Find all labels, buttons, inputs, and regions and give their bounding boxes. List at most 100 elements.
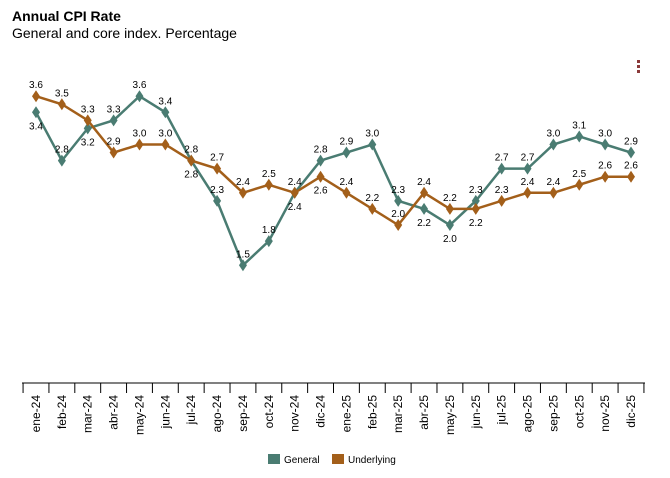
x-tick-label: ene-24: [29, 395, 43, 433]
underlying-data-label: 3.0: [133, 129, 147, 140]
underlying-data-label: 2.4: [546, 177, 560, 188]
general-data-label: 3.4: [158, 96, 172, 107]
underlying-point: [316, 170, 325, 183]
general-data-label: 3.1: [572, 120, 586, 131]
general-point: [601, 138, 610, 151]
general-data-label: 2.3: [391, 185, 405, 196]
underlying-point: [497, 194, 506, 207]
x-tick-label: jun-25: [469, 395, 483, 430]
underlying-point: [213, 162, 222, 175]
underlying-data-label: 2.4: [339, 177, 353, 188]
general-point: [523, 162, 532, 175]
general-point: [32, 106, 40, 119]
underlying-point: [342, 186, 351, 199]
x-tick-label: feb-25: [365, 395, 379, 429]
underlying-point: [627, 170, 635, 183]
underlying-data-label: 2.7: [210, 153, 224, 164]
x-tick-label: sep-25: [546, 395, 560, 432]
general-data-label: 2.8: [314, 145, 328, 156]
underlying-point: [187, 154, 196, 167]
underlying-data-label: 2.6: [624, 161, 638, 172]
x-tick-label: dic-25: [624, 395, 638, 428]
x-tick-label: ene-25: [339, 395, 353, 433]
underlying-data-label: 3.0: [158, 129, 172, 140]
underlying-point: [471, 202, 480, 215]
underlying-legend-label: Underlying: [348, 455, 396, 466]
general-data-label: 3.0: [598, 129, 612, 140]
general-data-label: 2.8: [184, 170, 198, 181]
general-point: [109, 114, 118, 127]
underlying-data-label: 2.9: [107, 137, 121, 148]
general-point: [497, 162, 506, 175]
general-data-label: 2.8: [55, 145, 69, 156]
general-data-label: 2.3: [210, 185, 224, 196]
chart-subtitle: General and core index. Percentage: [12, 25, 237, 41]
underlying-data-label: 2.2: [443, 193, 457, 204]
general-data-label: 2.3: [469, 185, 483, 196]
underlying-data-label: 2.4: [288, 177, 302, 188]
x-tick-label: abr-24: [107, 395, 121, 430]
x-tick-label: jun-24: [158, 395, 172, 430]
underlying-data-label: 2.4: [521, 177, 535, 188]
general-point: [135, 90, 144, 103]
underlying-data-label: 2.2: [469, 218, 483, 229]
underlying-point: [575, 178, 584, 191]
x-tick-label: feb-24: [55, 395, 69, 429]
underlying-point: [135, 138, 144, 151]
general-data-label: 2.0: [443, 234, 457, 245]
underlying-point: [445, 202, 454, 215]
underlying-point: [161, 138, 170, 151]
underlying-point: [290, 186, 299, 199]
underlying-point: [32, 90, 40, 103]
general-point: [342, 146, 351, 159]
underlying-data-label: 2.8: [184, 145, 198, 156]
general-data-label: 2.7: [521, 153, 535, 164]
general-data-label: 2.2: [417, 218, 431, 229]
x-tick-label: mar-24: [81, 395, 95, 433]
underlying-data-label: 2.4: [236, 177, 250, 188]
underlying-data-label: 2.6: [598, 161, 612, 172]
general-data-label: 2.9: [339, 137, 353, 148]
underlying-point: [523, 186, 532, 199]
general-point: [368, 138, 377, 151]
general-data-label: 2.9: [624, 137, 638, 148]
underlying-data-label: 2.6: [314, 186, 328, 197]
x-tick-label: dic-24: [314, 395, 328, 428]
general-point: [57, 154, 66, 167]
general-point: [420, 202, 429, 215]
underlying-data-label: 2.3: [495, 185, 509, 196]
underlying-data-label: 2.0: [391, 209, 405, 220]
general-data-label: 3.2: [81, 137, 95, 148]
x-tick-label: ago-25: [521, 395, 535, 433]
underlying-point: [368, 202, 377, 215]
x-tick-label: jul-24: [184, 395, 198, 426]
general-data-label: 3.0: [546, 129, 560, 140]
general-point: [445, 219, 454, 231]
underlying-data-label: 2.5: [262, 169, 276, 180]
underlying-point: [549, 186, 558, 199]
underlying-point: [394, 219, 403, 231]
underlying-data-label: 3.6: [29, 80, 43, 91]
underlying-data-label: 2.5: [572, 169, 586, 180]
general-point: [161, 106, 170, 119]
underlying-point: [601, 170, 610, 183]
general-point: [264, 235, 273, 248]
general-data-label: 3.6: [133, 80, 147, 91]
x-tick-label: nov-24: [288, 395, 302, 432]
underlying-point: [109, 146, 118, 159]
general-point: [549, 138, 558, 151]
general-point: [83, 122, 92, 135]
underlying-line: [35, 95, 631, 227]
x-tick-label: mar-25: [391, 395, 405, 433]
general-data-label: 2.4: [288, 202, 302, 213]
x-tick-label: oct-25: [572, 395, 586, 429]
x-tick-label: may-25: [443, 395, 457, 435]
general-point: [213, 194, 222, 207]
vertical-dots-icon[interactable]: [637, 60, 641, 75]
general-data-label: 3.0: [365, 129, 379, 140]
x-tick-label: jul-25: [495, 395, 509, 426]
underlying-point: [264, 178, 273, 191]
general-data-label: 1.8: [262, 225, 276, 236]
x-tick-label: sep-24: [236, 395, 250, 432]
